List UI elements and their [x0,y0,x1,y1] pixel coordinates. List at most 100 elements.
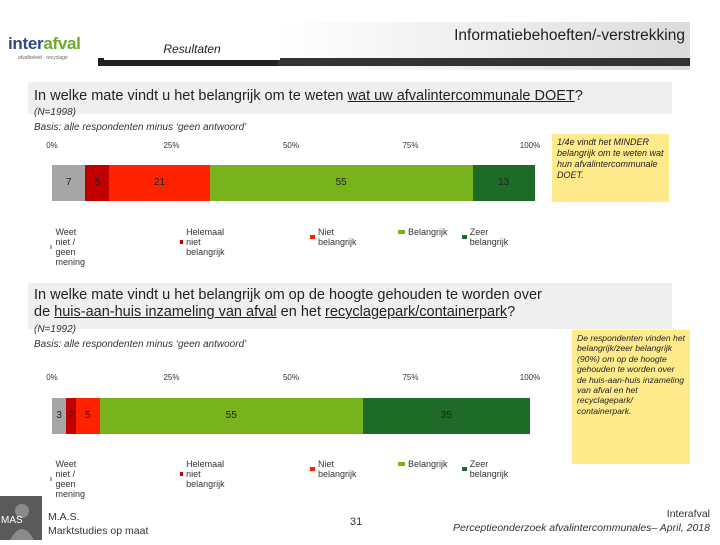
footer-report-title: Perceptieonderzoek afvalintercommunales–… [452,522,710,534]
question1-text-underlined: wat uw afvalintercommunale DOET [347,88,575,104]
interafval-logo: interafval afvalbeleid · recyclage [8,34,98,66]
section-label: Resultaten [163,42,221,56]
question1-basis: Basis: alle respondenten minus ‘geen ant… [34,122,247,133]
chart1-bar-dont_know [52,165,86,201]
chart1-legend-item: Helemaal niet belangrijk [180,227,229,257]
legend-label: Belangrijk [408,459,448,469]
chart2-tick-label: 25% [163,373,180,382]
question1-note: 1/4e vindt het MINDER belangrijk om te w… [552,134,669,202]
legend-label: Belangrijk [408,227,448,237]
chart1-bar-very_important [472,165,535,201]
legend-swatch [462,467,467,471]
question2-basis: Basis: alle respondenten minus ‘geen ant… [34,339,247,350]
header-rule [98,58,690,66]
legend-swatch [398,230,405,234]
question2-text-line2: de huis-aan-huis inzameling van afval en… [34,304,674,321]
legend-label: Zeer belangrijk [469,459,509,479]
chart1-legend-item: Weet niet / geen mening [50,227,90,267]
chart2-legend-item: Weet niet / geen mening [50,459,90,499]
mas-logo-text: MAS [1,515,23,526]
legend-label: Zeer belangrijk [469,227,509,247]
chart2-tick-label: 100% [519,373,541,382]
chart2-bar-not_important_at_all [66,398,76,434]
footer-company-name: M.A.S. [48,511,80,523]
chart1-bar-not_important_at_all [85,165,110,201]
footer-client: Interafval [666,508,710,520]
chart2-legend-item: Niet belangrijk [310,459,359,479]
chart2-legend-item: Helemaal niet belangrijk [180,459,229,489]
chart2-data-label: 2 [68,410,75,421]
question2-text-line1: In welke mate vindt u het belangrijk om … [34,287,542,303]
legend-label: Weet niet / geen mening [55,459,85,499]
chart1-legend-item: Niet belangrijk [310,227,359,247]
chart2-legend-item: Zeer belangrijk [462,459,511,479]
legend-swatch [180,472,184,476]
footer-company: M.A.S. Marktstudies op maat [48,510,148,538]
mas-logo-graphic: MAS [0,496,42,540]
legend-label: Niet belangrijk [317,459,357,479]
legend-swatch [462,235,467,239]
chart2-tick-label: 0% [46,373,58,382]
chart1-data-label: 55 [335,177,347,188]
legend-swatch [310,467,315,471]
chart2-tick-label: 75% [402,373,419,382]
legend-label: Helemaal niet belangrijk [186,227,225,257]
chart2-data-label: 35 [440,410,452,421]
legend-label: Weet niet / geen mening [55,227,85,267]
section-bar [104,38,280,60]
chart1-tick-label: 50% [282,141,299,150]
chart2-data-label: 5 [85,410,91,421]
legend-swatch [180,240,184,244]
question2-text-underlined1: huis-aan-huis inzameling van afval [54,304,277,320]
legend-label: Niet belangrijk [317,227,357,247]
question1-text-a: In welke mate vindt u het belangrijk om … [34,88,348,104]
question2-text-b: de [34,304,55,320]
chart1-bar-not_important [109,165,210,201]
chart1-tick-label: 100% [519,141,541,150]
chart1-bar-important [209,165,473,201]
legend-swatch [50,245,53,249]
chart1-tick-label: 25% [163,141,180,150]
chart2-data-label: 3 [56,410,62,421]
chart1-tick-label: 0% [46,141,58,150]
logo-name-b: afval [43,34,81,53]
chart2-bar-important [99,398,363,434]
page-title: Informatiebehoeften/-verstrekking [454,27,685,44]
mas-logo: MAS [0,496,42,540]
question1-panel [28,82,672,114]
footer-report: Interafval Perceptieonderzoek afvalinter… [420,507,710,535]
chart2-data-label: 55 [225,410,237,421]
question1-text-end: ? [574,88,583,104]
question2-note: De respondenten vinden het belangrijk/ze… [572,330,690,464]
chart2-bar-not_important [75,398,100,434]
question2-n: (N=1992) [34,324,76,335]
legend-swatch [50,477,53,481]
legend-label: Helemaal niet belangrijk [186,459,225,489]
chart1-data-label: 5 [94,177,101,188]
legend-swatch [310,235,315,239]
question1-text: In welke mate vindt u het belangrijk om … [34,88,674,105]
logo-tagline: afvalbeleid · recyclage [18,55,68,61]
logo-wordmark: interafval [8,34,98,54]
question2-text-end: ? [507,304,516,320]
chart1-tick-label: 75% [402,141,419,150]
chart1-legend-item: Zeer belangrijk [462,227,511,247]
question2-text-underlined2: recyclagepark/containerpark [325,304,508,320]
legend-swatch [398,462,405,466]
page-number: 31 [350,516,363,528]
question2-text: In welke mate vindt u het belangrijk om … [34,287,674,321]
footer-company-tagline: Marktstudies op maat [48,525,149,537]
question2-panel [28,283,672,329]
chart1-data-label: 21 [153,177,166,188]
chart2-bar-very_important [362,398,530,434]
header-rule-dark [98,58,278,66]
chart1-data-label: 7 [65,177,72,188]
chart2-tick-label: 50% [282,373,299,382]
chart2-bar-dont_know [52,398,67,434]
chart1-legend-item: Belangrijk [398,227,448,237]
question1-n: (N=1998) [34,107,76,118]
question2-text-mid: en het [276,304,326,320]
chart2-legend-item: Belangrijk [398,459,448,469]
logo-name-a: inter [8,34,44,53]
chart1-data-label: 13 [498,177,510,188]
